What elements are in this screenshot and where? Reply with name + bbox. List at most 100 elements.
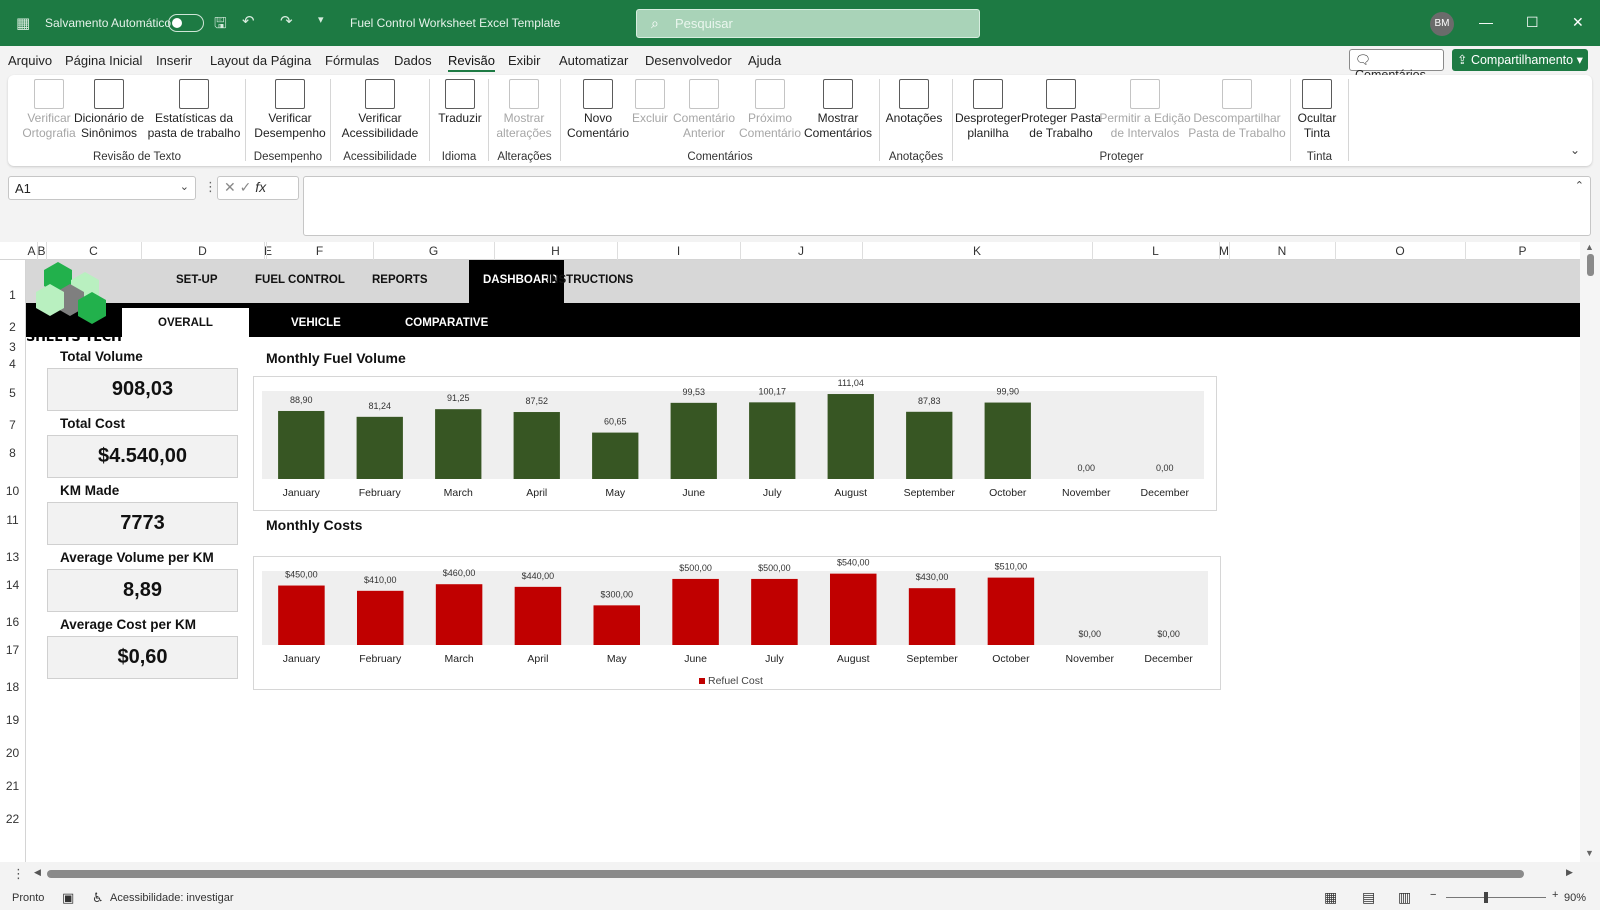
bar-july[interactable] (751, 578, 798, 645)
row-header[interactable]: 5 (9, 386, 16, 400)
menu-automatizar[interactable]: Automatizar (559, 53, 629, 68)
menu-exibir[interactable]: Exibir (508, 53, 541, 68)
nav-instructions[interactable]: INSTRUCTIONS (547, 274, 634, 286)
bar-june[interactable] (672, 578, 719, 645)
row-header[interactable]: 7 (9, 418, 16, 432)
row-header[interactable]: 10 (5, 484, 20, 498)
bar-september[interactable] (906, 411, 953, 479)
macro-record-icon[interactable]: ▣ (62, 890, 75, 905)
document-title[interactable]: Fuel Control Worksheet Excel Template (350, 16, 561, 30)
menu-pagina-inicial[interactable]: Página Inicial (65, 53, 143, 68)
menu-desenvolvedor[interactable]: Desenvolvedor (645, 53, 732, 68)
fx-icon[interactable]: fx (255, 179, 267, 195)
bar-october[interactable] (987, 577, 1035, 645)
ribbon-button-3[interactable]: Verificar Desempenho (240, 79, 340, 141)
minimize-icon[interactable]: — (1479, 14, 1493, 30)
collapse-ribbon-icon[interactable]: ⌄ (1570, 143, 1581, 157)
bar-january[interactable] (278, 585, 325, 645)
nav-setup[interactable]: SET-UP (176, 274, 218, 286)
accessibility-icon[interactable]: ♿ (92, 890, 104, 905)
zoom-level[interactable]: 90% (1564, 892, 1587, 904)
ribbon-button-2[interactable]: Estatísticas da pasta de trabalho (144, 79, 244, 141)
menu-arquivo[interactable]: Arquivo (8, 53, 53, 68)
sheet-tabs-options-icon[interactable]: ⋮ (12, 866, 25, 881)
ribbon-button-7[interactable]: Novo Comentário (548, 79, 648, 141)
bar-march[interactable] (435, 409, 482, 479)
row-header[interactable]: 21 (5, 779, 20, 793)
row-header[interactable]: 1 (9, 288, 16, 302)
bar-august[interactable] (829, 573, 877, 645)
ribbon-button-11[interactable]: Mostrar Comentários (788, 79, 888, 141)
nav-reports[interactable]: REPORTS (372, 274, 428, 286)
name-box[interactable]: A1 ⌄ (8, 176, 196, 200)
bar-april[interactable] (514, 586, 562, 645)
collapse-formula-bar-icon[interactable]: ⌃ (1574, 180, 1584, 192)
vertical-scrollbar[interactable]: ▲ ▼ (1580, 242, 1600, 862)
menu-dados[interactable]: Dados (394, 53, 432, 68)
bar-may[interactable] (592, 432, 639, 479)
bar-august[interactable] (827, 394, 874, 479)
scroll-left-icon[interactable]: ◀ (34, 867, 41, 877)
column-header[interactable]: K (972, 244, 981, 258)
row-header[interactable]: 2 (9, 320, 16, 334)
subnav-vehicle[interactable]: VEHICLE (291, 317, 341, 329)
customize-toolbar-icon[interactable]: ▾ (318, 14, 324, 26)
ribbon-button-16[interactable]: Descompartilhar Pasta de Trabalho (1187, 79, 1287, 141)
row-header[interactable]: 3 (9, 340, 16, 354)
subnav-overall[interactable]: OVERALL (122, 308, 249, 337)
zoom-slider-thumb[interactable] (1484, 892, 1488, 903)
ribbon-button-14[interactable]: Proteger Pasta de Trabalho (1011, 79, 1111, 141)
column-header[interactable]: O (1395, 244, 1405, 258)
page-break-view-icon[interactable]: ▥ (1398, 889, 1412, 905)
column-header[interactable]: M (1219, 244, 1229, 258)
row-header[interactable]: 17 (5, 643, 20, 657)
zoom-slider[interactable] (1446, 897, 1546, 898)
save-icon[interactable]: 🖫 (214, 15, 227, 32)
bar-january[interactable] (278, 410, 325, 479)
scroll-up-icon[interactable]: ▲ (1585, 242, 1594, 252)
enter-icon[interactable]: ✓ (239, 179, 256, 195)
menu-ajuda[interactable]: Ajuda (748, 53, 782, 68)
bar-july[interactable] (749, 402, 796, 479)
more-options-icon[interactable]: ⋮ (204, 179, 217, 194)
page-layout-view-icon[interactable]: ▤ (1362, 889, 1376, 905)
menu-inserir[interactable]: Inserir (156, 53, 193, 68)
row-header[interactable]: 8 (9, 446, 16, 460)
vertical-scroll-thumb[interactable] (1587, 254, 1594, 276)
ribbon-button-5[interactable]: Traduzir (410, 79, 510, 126)
nav-fuel-control[interactable]: FUEL CONTROL (255, 274, 345, 286)
undo-icon[interactable]: ↶ (242, 13, 255, 30)
column-header[interactable]: D (198, 244, 207, 258)
ribbon-button-1[interactable]: Dicionário de Sinônimos (59, 79, 159, 141)
menu-formulas[interactable]: Fórmulas (325, 53, 380, 68)
user-avatar[interactable]: BM (1430, 12, 1454, 36)
row-header[interactable]: 4 (9, 357, 16, 371)
ribbon-button-13[interactable]: Desproteger planilha (938, 79, 1038, 141)
column-header[interactable]: N (1277, 244, 1287, 258)
column-header[interactable]: G (428, 244, 439, 258)
zoom-in-icon[interactable]: + (1552, 889, 1559, 901)
cancel-icon[interactable]: ✕ (224, 179, 240, 195)
column-header[interactable]: B (37, 244, 46, 258)
column-header[interactable]: I (676, 244, 681, 258)
formula-bar[interactable]: ⌃ (303, 176, 1591, 236)
scroll-down-icon[interactable]: ▼ (1585, 848, 1594, 858)
bar-april[interactable] (513, 412, 560, 479)
column-header[interactable]: C (89, 244, 98, 258)
scroll-right-icon[interactable]: ▶ (1566, 867, 1573, 877)
bar-september[interactable] (908, 588, 956, 645)
ribbon-button-4[interactable]: Verificar Acessibilidade (330, 79, 430, 141)
bar-october[interactable] (984, 402, 1031, 479)
column-header[interactable]: L (1152, 244, 1159, 258)
chart-frame-costs[interactable]: $450,00 January $410,00 February $460,00 Marc… (253, 556, 1221, 690)
row-header[interactable]: 14 (5, 578, 20, 592)
menu-layout[interactable]: Layout da Página (210, 53, 312, 68)
autosave-toggle[interactable] (168, 14, 204, 32)
bar-february[interactable] (356, 590, 404, 645)
subnav-comparative[interactable]: COMPARATIVE (405, 317, 489, 329)
column-header[interactable]: H (551, 244, 560, 258)
row-header[interactable]: 11 (6, 513, 19, 527)
menu-revisao[interactable]: Revisão (448, 53, 495, 72)
ribbon-button-6[interactable]: Mostrar alterações (474, 79, 574, 141)
ribbon-button-0[interactable]: Verificar Ortografia (0, 79, 99, 141)
